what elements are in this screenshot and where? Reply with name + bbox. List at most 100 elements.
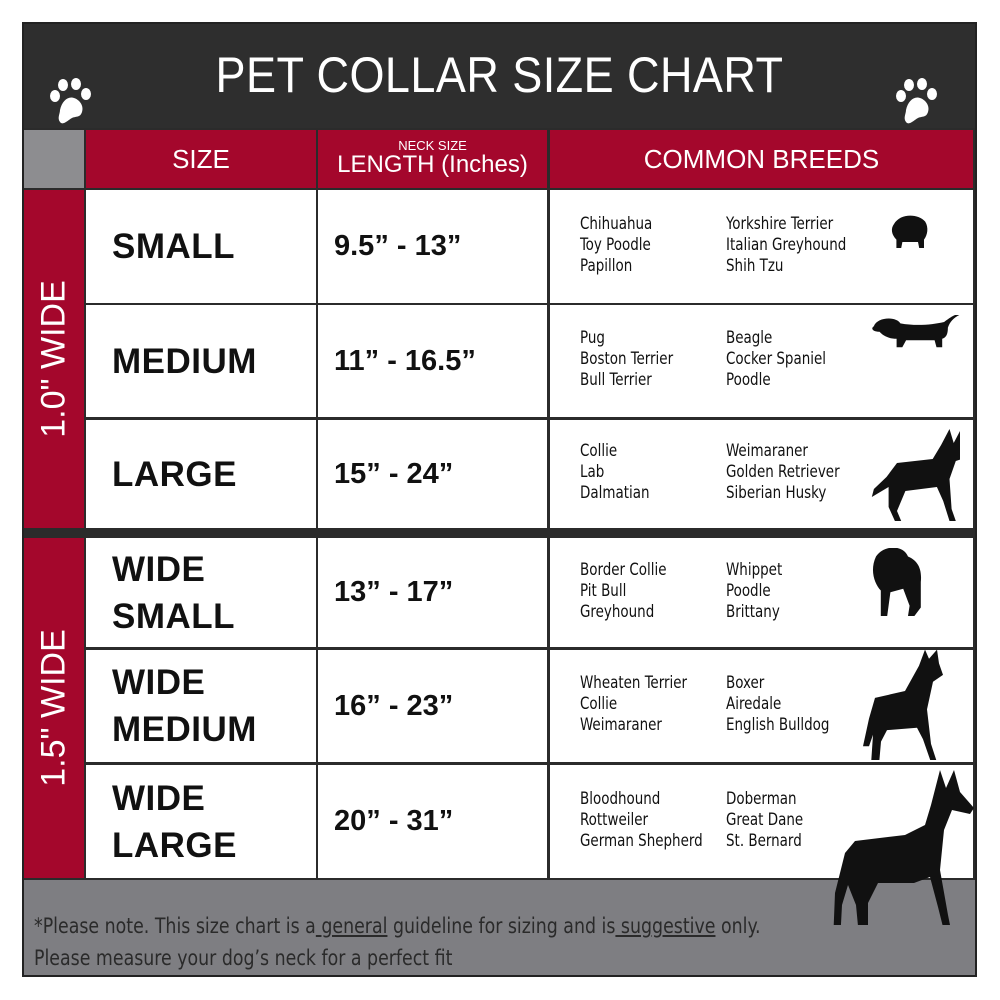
size-label-2: LARGE [112, 825, 237, 865]
size-label: LARGE [112, 454, 237, 494]
title-bar: PET COLLAR SIZE CHART [24, 24, 975, 128]
paw-icon [50, 78, 91, 124]
footer-underline-suggestive: suggestive [615, 914, 716, 938]
breed-name: Bull Terrier [580, 370, 652, 390]
breed-name: Brittany [726, 601, 780, 622]
dog-silhouette-icon [891, 215, 928, 248]
breed-name: German Shepherd [580, 830, 703, 851]
footer-line2: Please measure your dog’s neck for a per… [34, 946, 453, 970]
breed-name: Great Dane [726, 809, 804, 830]
breed-list: Chihuahua Toy Poodle Papillon [580, 214, 662, 277]
length-value: 13” - 17” [334, 576, 454, 608]
breed-list: Yorkshire Terrier Italian Greyhound Shih T… [726, 214, 863, 277]
footer-text: *Please note. This size chart is a [34, 914, 316, 938]
breed-name: Airedale [726, 694, 782, 714]
breed-name: Cocker Spaniel [726, 349, 827, 369]
dog-silhouette-icon [873, 548, 922, 616]
group-label-1-5in: 1.5" WIDE [24, 538, 84, 878]
breed-name: Bloodhound [580, 788, 661, 809]
length-cell: 15” - 24” [318, 420, 547, 528]
length-value: 16” - 23” [334, 689, 454, 722]
breed-name: Siberian Husky [726, 483, 827, 503]
breed-name: Collie [580, 441, 618, 461]
breed-name: Lab [580, 462, 605, 482]
length-value: 15” - 24” [334, 457, 454, 490]
breed-name: Golden Retriever [726, 462, 840, 482]
breed-name: St. Bernard [726, 830, 802, 851]
length-value: 11” - 16.5” [334, 344, 476, 377]
length-cell: 16” - 23” [318, 650, 547, 762]
breed-name: Rottweiler [580, 809, 649, 830]
size-label: WIDE [112, 549, 206, 589]
footer-note: *Please note. This size chart is a gener… [24, 880, 975, 975]
group-label-text: 1.0" WIDE [34, 280, 73, 438]
header-length: NECK SIZE LENGTH (Inches) [318, 130, 547, 188]
length-cell: 13” - 17” [318, 538, 547, 647]
breed-name: Toy Poodle [580, 234, 651, 255]
size-cell: WIDE MEDIUM [86, 650, 316, 762]
breed-list: Beagle Cocker Spaniel Poodle [726, 328, 840, 391]
breed-name: Poodle [726, 370, 771, 390]
breed-name: Doberman [726, 788, 797, 809]
size-cell: MEDIUM [86, 305, 316, 417]
breed-name: Poodle [726, 580, 771, 601]
breed-list: Whippet Poodle Brittany [726, 560, 790, 623]
breed-name: Weimaraner [726, 441, 808, 461]
size-label: SMALL [112, 227, 236, 266]
size-cell: WIDE LARGE [86, 765, 316, 878]
header-breeds-label: COMMON BREEDS [643, 144, 880, 174]
size-label-2: SMALL [112, 596, 236, 636]
header-size-label: SIZE [172, 144, 230, 174]
breed-list: Bloodhound Rottweiler German Shepherd [580, 789, 719, 852]
header-size: SIZE [86, 130, 316, 188]
doberman-silhouette-icon [833, 770, 974, 925]
footer-underline-general: general [315, 914, 388, 938]
breed-list: Border Collie Pit Bull Greyhound [580, 560, 678, 623]
header-length-sublabel: NECK SIZE [398, 138, 467, 153]
size-label-2: MEDIUM [112, 710, 257, 749]
breed-name: Whippet [726, 559, 783, 580]
breed-name: Boxer [726, 673, 765, 693]
breed-name: Shih Tzu [726, 255, 784, 276]
length-cell: 9.5” - 13” [318, 190, 547, 303]
breed-list: Wheaten Terrier Collie Weimaraner [580, 673, 702, 736]
footer-text: guideline for sizing and is [387, 914, 616, 938]
dog-silhouette-icon [872, 315, 960, 348]
breed-name: Wheaten Terrier [580, 673, 688, 693]
breed-name: Italian Greyhound [726, 234, 847, 255]
breed-list: Weimaraner Golden Retriever Siberian Husky [726, 441, 855, 504]
breeds-cell: Pug Boston Terrier Bull Terrier Beagle Cocke… [550, 305, 973, 417]
dog-silhouette-icon [871, 429, 960, 521]
breed-name: Collie [580, 694, 618, 714]
length-cell: 20” - 31” [318, 765, 547, 878]
size-cell: SMALL [86, 190, 316, 303]
footer-text: only. [715, 914, 761, 938]
page-title: PET COLLAR SIZE CHART [215, 47, 784, 103]
dog-silhouette-icon [863, 649, 943, 760]
header-breeds: COMMON BREEDS [550, 130, 973, 188]
breed-name: Papillon [580, 255, 633, 276]
length-value: 9.5” - 13” [334, 230, 462, 262]
header-length-label: LENGTH (Inches) [337, 151, 528, 178]
breed-list: Doberman Great Dane St. Bernard [726, 789, 814, 852]
group-label-text: 1.5" WIDE [34, 629, 73, 787]
breed-name: Boston Terrier [580, 349, 674, 369]
breed-list: Pug Boston Terrier Bull Terrier [580, 328, 686, 391]
size-cell: LARGE [86, 420, 316, 528]
breed-name: Beagle [726, 328, 773, 348]
paw-icon [896, 78, 937, 124]
breed-name: Greyhound [580, 601, 655, 622]
breed-list: Collie Lab Dalmatian [580, 441, 659, 504]
breed-name: Weimaraner [580, 715, 662, 735]
size-label: WIDE [112, 663, 206, 702]
size-cell: WIDE SMALL [86, 538, 316, 647]
breeds-cell: Collie Lab Dalmatian Weimaraner Golden Retri… [550, 420, 973, 528]
breeds-cell: Border Collie Pit Bull Greyhound Whippet Poo… [550, 538, 973, 647]
breed-name: English Bulldog [726, 715, 830, 735]
breed-name: Pug [580, 328, 605, 348]
breed-name: Border Collie [580, 559, 667, 580]
breed-name: Yorkshire Terrier [726, 213, 834, 234]
length-cell: 11” - 16.5” [318, 305, 547, 417]
breed-name: Dalmatian [580, 483, 650, 503]
breed-list: Boxer Airedale English Bulldog [726, 673, 844, 736]
